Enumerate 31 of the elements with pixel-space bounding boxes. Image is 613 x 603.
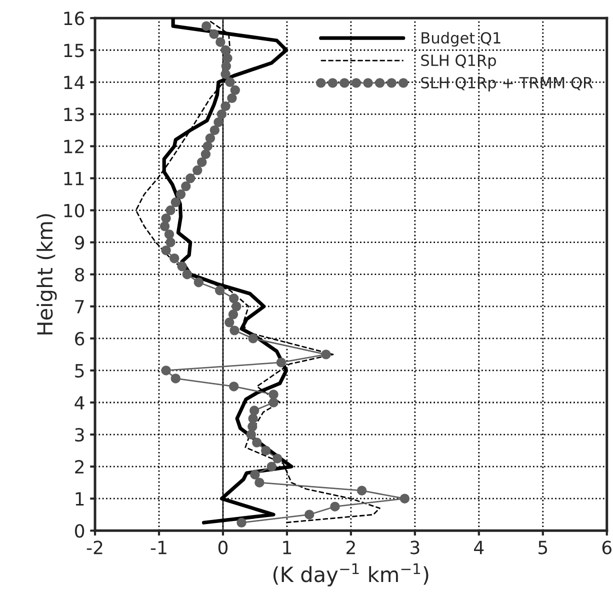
y-tick-label: 0	[74, 524, 84, 538]
x-tick-label: -1	[150, 540, 166, 554]
y-tick-label: 6	[75, 332, 84, 346]
y-tick-label: 2	[75, 460, 84, 474]
text: SLH Q1Rp	[421, 54, 496, 70]
y-tick-label: 7	[75, 300, 84, 314]
y-tick-label: 8	[75, 268, 84, 282]
y-tick-label: 15	[64, 44, 84, 58]
y-axis-title: Height (km)	[36, 214, 57, 334]
y-tick-label: 5	[75, 364, 84, 378]
y-tick-label: 13	[64, 108, 84, 122]
x-tick-label: 2	[346, 540, 355, 554]
y-tick-label: 16	[64, 12, 84, 26]
x-tick-label: -2	[86, 540, 102, 554]
y-tick-label: 14	[64, 76, 84, 90]
x-axis-title: (K day$^{−1}$ km$^{−1}$)	[273, 563, 428, 586]
y-tick-label: 3	[75, 428, 84, 442]
y-tick-label: 11	[64, 172, 84, 186]
y-tick-label: 12	[64, 140, 84, 154]
legend-label: SLH Q1Rp + TRMM QR	[421, 76, 593, 92]
x-tick-label: 4	[474, 540, 484, 554]
y-tick-label: 1	[76, 492, 84, 506]
x-tick-label: 6	[602, 540, 612, 554]
x-tick-label: 5	[538, 540, 548, 554]
x-tick-label: 3	[410, 540, 420, 554]
y-tick-label: 10	[64, 204, 84, 218]
x-tick-label: 1	[283, 540, 292, 554]
y-tick-label: 9	[74, 236, 84, 250]
text: Budget Q1	[422, 32, 500, 47]
x-tick-label: 0	[218, 540, 228, 554]
y-tick-label: 4	[74, 396, 84, 410]
